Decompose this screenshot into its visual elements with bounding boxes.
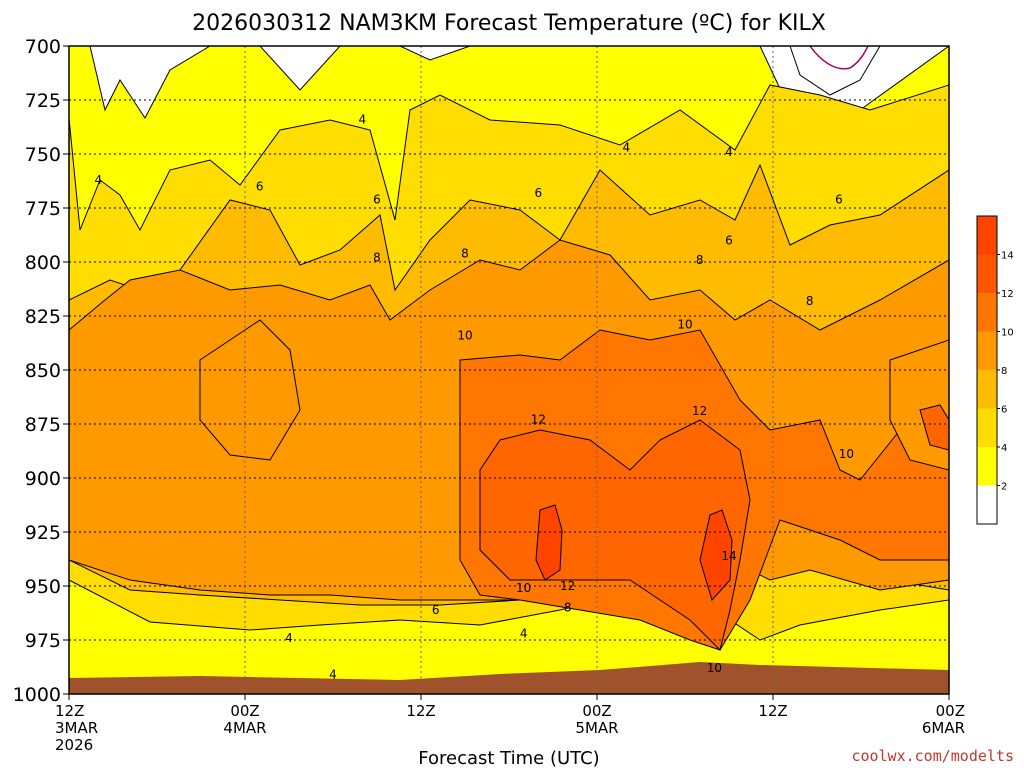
y-tick-label: 825 <box>25 306 61 328</box>
contour-label: 10 <box>677 318 692 332</box>
colorbar: 2 4 6 8 10 12 14 <box>976 215 1014 525</box>
y-tick-label: 975 <box>25 630 61 652</box>
contour-label: 12 <box>692 404 707 418</box>
colorbar-swatch <box>977 254 997 293</box>
x-axis-label: Forecast Time (UTC) <box>418 748 599 768</box>
contour-label: 6 <box>256 179 264 193</box>
contour-label: 6 <box>835 192 843 206</box>
y-tick-label: 725 <box>25 90 61 112</box>
colorbar-swatch <box>977 370 997 409</box>
contour-label: 12 <box>531 413 546 427</box>
contour-label: 14 <box>721 549 736 563</box>
x-tick-label: 00Z <box>230 702 259 720</box>
colorbar-swatch <box>977 293 997 332</box>
contour-label: 4 <box>285 631 293 645</box>
chart-title: 2026030312 NAM3KM Forecast Temperature (… <box>192 11 826 36</box>
x-tick-label: 00Z <box>582 702 611 720</box>
contour-label: 12 <box>560 579 575 593</box>
band-10-12-left <box>199 319 301 461</box>
contour-label: 4 <box>725 145 733 159</box>
x-tick-label: 12Z <box>55 702 84 720</box>
y-tick-label: 750 <box>25 144 61 166</box>
y-tick-label: 700 <box>25 36 61 58</box>
colorbar-swatch <box>977 331 997 370</box>
contour-labels: 4 4 4 4 6 6 6 6 6 8 8 8 8 10 10 10 12 12 14 10 12 8 6 4 4 4 10 <box>95 112 854 681</box>
contour-label: 8 <box>806 294 814 308</box>
colorbar-label: 2 <box>1001 482 1007 493</box>
colorbar-label: 6 <box>1001 405 1007 416</box>
contour-label: 4 <box>520 627 528 641</box>
colorbar-label: 14 <box>1001 251 1014 262</box>
x-tick-label: 4MAR <box>223 719 266 737</box>
colorbar-swatch <box>977 485 997 524</box>
colorbar-swatch <box>977 408 997 447</box>
contour-label: 4 <box>95 173 103 187</box>
band-14-plus-a <box>535 504 563 581</box>
y-tick-label: 800 <box>25 252 61 274</box>
grid <box>69 46 949 694</box>
y-tick-label: 775 <box>25 198 61 220</box>
contour-label: 4 <box>623 141 631 155</box>
band-below-2-top <box>789 46 881 96</box>
credit-text: coolwx.com/modelts <box>851 747 1014 765</box>
contour-label: 10 <box>839 447 854 461</box>
contour-label: 6 <box>535 186 543 200</box>
y-tick-label: 950 <box>25 576 61 598</box>
colorbar-label: 10 <box>1001 328 1014 339</box>
contour-label: 8 <box>696 253 704 267</box>
contour-label: 10 <box>707 661 722 675</box>
x-tick-label: 12Z <box>406 702 435 720</box>
x-tick-label: 2026 <box>55 736 93 754</box>
y-tick-label: 875 <box>25 414 61 436</box>
x-tick-label: 00Z <box>936 702 965 720</box>
y-tick-label: 850 <box>25 360 61 382</box>
y-axis: 700 725 750 775 800 825 850 875 900 925 950 975 1000 <box>13 36 69 706</box>
contour-label: 8 <box>461 246 469 260</box>
contour-label: 4 <box>329 668 337 682</box>
ground <box>69 662 949 694</box>
contour-label: 10 <box>516 581 531 595</box>
band-12-14 <box>479 419 751 651</box>
cold-contour <box>809 46 869 70</box>
contour-label: 4 <box>359 112 367 126</box>
x-tick-label: 5MAR <box>575 719 618 737</box>
y-tick-label: 925 <box>25 522 61 544</box>
contour-label: 8 <box>564 601 572 615</box>
contour-label: 6 <box>432 603 440 617</box>
contour-label: 8 <box>373 251 381 265</box>
x-tick-label: 3MAR <box>55 719 98 737</box>
band-14-plus-c <box>919 404 949 451</box>
contour-label: 10 <box>457 328 472 342</box>
colorbar-swatch <box>977 216 997 255</box>
y-tick-label: 900 <box>25 468 61 490</box>
colorbar-label: 4 <box>1001 443 1007 454</box>
contour-label: 6 <box>725 233 733 247</box>
x-tick-label: 12Z <box>758 702 787 720</box>
y-tick-label: 1000 <box>13 684 61 706</box>
colorbar-swatch <box>977 447 997 486</box>
x-tick-label: 6MAR <box>922 719 965 737</box>
colorbar-label: 12 <box>1001 289 1014 300</box>
contour-label: 6 <box>373 192 381 206</box>
colorbar-label: 8 <box>1001 366 1007 377</box>
